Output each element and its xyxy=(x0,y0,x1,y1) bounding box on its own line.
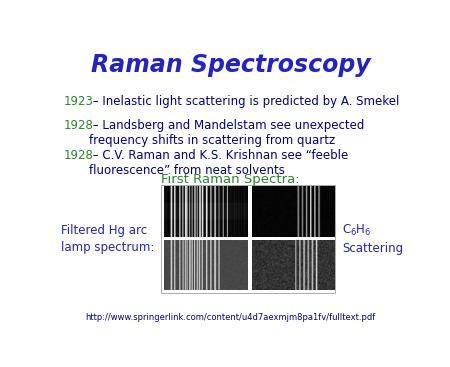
Text: Raman Spectroscopy: Raman Spectroscopy xyxy=(91,52,370,76)
Text: C$_6$H$_6$
Scattering: C$_6$H$_6$ Scattering xyxy=(342,223,403,255)
Bar xyxy=(161,185,335,293)
Text: 1928: 1928 xyxy=(63,119,93,132)
Text: – Inelastic light scattering is predicted by A. Smekel: – Inelastic light scattering is predicte… xyxy=(90,95,400,108)
Text: 1928: 1928 xyxy=(63,149,93,161)
Text: – C.V. Raman and K.S. Krishnan see “feeble
fluorescence” from neat solvents: – C.V. Raman and K.S. Krishnan see “feeb… xyxy=(90,149,349,177)
Text: 1923: 1923 xyxy=(63,95,93,108)
Text: http://www.springerlink.com/content/u4d7aexmjm8pa1fv/fulltext.pdf: http://www.springerlink.com/content/u4d7… xyxy=(86,313,376,322)
Text: First Raman Spectra:: First Raman Spectra: xyxy=(161,172,300,186)
Text: – Landsberg and Mandelstam see unexpected
frequency shifts in scattering from qu: – Landsberg and Mandelstam see unexpecte… xyxy=(90,119,365,147)
Text: Filtered Hg arc
lamp spectrum:: Filtered Hg arc lamp spectrum: xyxy=(60,224,154,254)
